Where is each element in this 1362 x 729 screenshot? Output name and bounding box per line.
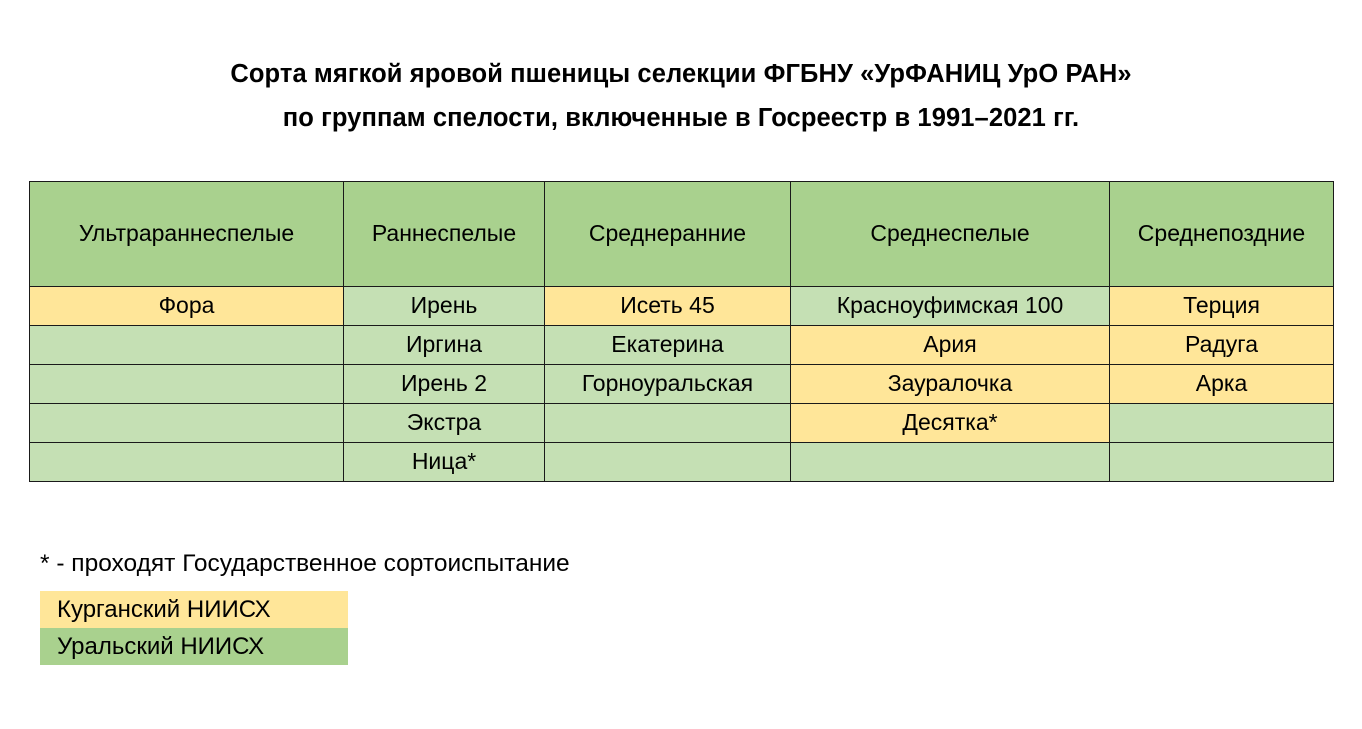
table-cell: Иргина <box>343 325 545 365</box>
table-row: Ница* <box>29 442 1334 482</box>
title-line-1: Сорта мягкой яровой пшеницы селекции ФГБ… <box>230 60 1132 88</box>
legend-item-kurgan: Курганский НИИСХ <box>40 591 348 628</box>
table-cell: Ирень <box>343 286 545 326</box>
table-body: Фора Ирень Исеть 45 Красноуфимская 100 Т… <box>29 286 1334 482</box>
table-cell: Арка <box>1109 364 1334 404</box>
column-header-mid-season: Среднеспелые <box>790 181 1110 287</box>
table-row: Ирень 2 Горноуральская Зауралочка Арка <box>29 364 1334 404</box>
legend-item-ural: Уральский НИИСХ <box>40 628 348 665</box>
table-cell: Горноуральская <box>544 364 791 404</box>
table-cell <box>544 442 791 482</box>
table-cell: Ница* <box>343 442 545 482</box>
table-cell <box>29 364 344 404</box>
column-header-early: Раннеспелые <box>343 181 545 287</box>
table-cell: Ирень 2 <box>343 364 545 404</box>
table-cell: Ария <box>790 325 1110 365</box>
table-cell: Исеть 45 <box>544 286 791 326</box>
varieties-table: Ультрараннеспелые Раннеспелые Среднеранн… <box>29 181 1334 482</box>
footnote-text: * - проходят Государственное сортоиспыта… <box>40 550 570 577</box>
table-cell <box>29 403 344 443</box>
table-cell <box>1109 403 1334 443</box>
varieties-table-container: Ультрараннеспелые Раннеспелые Среднеранн… <box>29 181 1334 482</box>
table-cell <box>29 325 344 365</box>
table-cell <box>1109 442 1334 482</box>
table-cell: Десятка* <box>790 403 1110 443</box>
table-cell <box>29 442 344 482</box>
column-header-mid-late: Среднепоздние <box>1109 181 1334 287</box>
table-cell: Фора <box>29 286 344 326</box>
table-row: Фора Ирень Исеть 45 Красноуфимская 100 Т… <box>29 286 1334 326</box>
table-header: Ультрараннеспелые Раннеспелые Среднеранн… <box>29 181 1334 287</box>
column-header-ultra-early: Ультрараннеспелые <box>29 181 344 287</box>
table-cell: Терция <box>1109 286 1334 326</box>
legend: Курганский НИИСХ Уральский НИИСХ <box>40 591 348 665</box>
table-cell <box>544 403 791 443</box>
table-cell: Екатерина <box>544 325 791 365</box>
table-cell: Зауралочка <box>790 364 1110 404</box>
table-cell: Радуга <box>1109 325 1334 365</box>
title-line-2: по группам спелости, включенные в Госрее… <box>282 104 1080 132</box>
table-row: Экстра Десятка* <box>29 403 1334 443</box>
slide-title: Сорта мягкой яровой пшеницы селекции ФГБ… <box>0 52 1362 140</box>
column-header-mid-early: Среднеранние <box>544 181 791 287</box>
table-cell <box>790 442 1110 482</box>
table-cell: Красноуфимская 100 <box>790 286 1110 326</box>
table-header-row: Ультрараннеспелые Раннеспелые Среднеранн… <box>29 181 1334 287</box>
table-row: Иргина Екатерина Ария Радуга <box>29 325 1334 365</box>
table-cell: Экстра <box>343 403 545 443</box>
